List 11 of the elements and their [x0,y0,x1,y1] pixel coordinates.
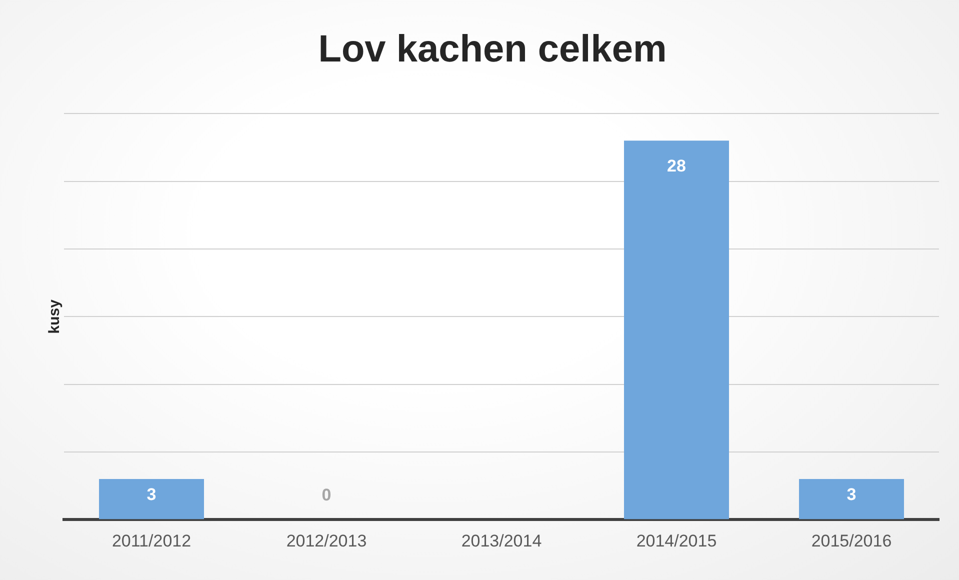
x-tick-label: 2011/2012 [112,531,192,550]
x-tick-label: 2013/2014 [461,531,542,550]
data-label: 3 [146,484,156,504]
data-label: 3 [846,484,856,504]
data-label: 28 [667,156,686,176]
y-axis-title: kusy [46,298,64,334]
data-label: 0 [322,485,332,504]
chart-title: Lov kachen celkem [318,28,667,70]
x-tick-label: 2012/2013 [286,531,367,550]
x-tick-label: 2015/2016 [811,531,892,550]
x-tick-label: 2014/2015 [636,531,717,550]
